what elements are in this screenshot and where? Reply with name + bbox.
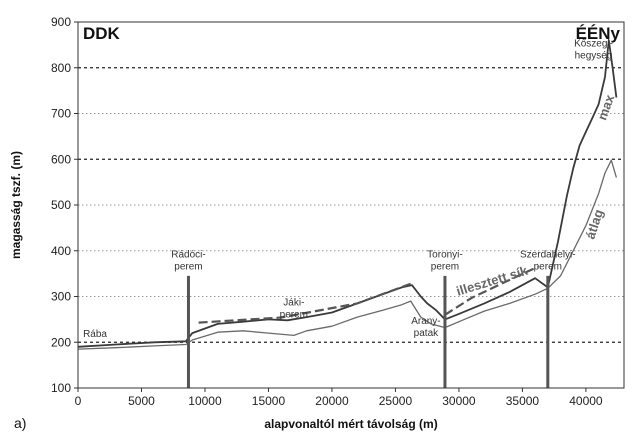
series-lines [77,39,618,350]
series-line-dashed-2 [198,281,414,324]
annotation-label: Jáki- [283,298,304,309]
perem-label: Szerdahelyi- [520,250,576,261]
perem-label: perem [534,262,562,273]
perem-label: perem [174,262,202,273]
corner-label-right: ÉÉNy [576,24,621,43]
y-tick-label: 100 [51,381,71,395]
perem-label: Rádóci- [171,250,205,261]
y-tick-label: 300 [51,290,71,304]
perem-markers [186,275,550,388]
annotation-label: perem [280,310,308,321]
series-label: illesztett sík [454,263,530,299]
series-label: max [594,92,617,122]
series-line-solid-dark-0 [77,39,618,348]
perem-label: Toronyi- [427,250,463,261]
x-tick-label: 35000 [506,394,540,408]
y-tick-label: 800 [51,61,71,75]
gridlines [78,67,624,343]
y-tick-label: 400 [51,244,71,258]
x-tick-label: 0 [75,394,82,408]
panel-label: a) [14,415,26,431]
x-tick-label: 25000 [379,394,413,408]
x-axis-title: alapvonaltól mért távolság (m) [264,417,437,431]
x-tick-label: 5000 [128,394,155,408]
x-tick-label: 20000 [315,394,349,408]
series-line-dashed-3 [444,265,539,316]
y-tick-label: 600 [51,152,71,166]
annotation-label: Arany- [411,316,440,327]
annotation-label: hegység [575,51,613,62]
perem-label: perem [431,262,459,273]
x-axis-ticks: 0 5000 10000 15000 20000 25000 30000 35000 40000 [75,388,603,408]
x-tick-label: 10000 [188,394,222,408]
chart-annotations: Rádóci-peremToronyi-peremSzerdahelyi-per… [83,39,617,340]
y-tick-label: 500 [51,198,71,212]
series-label: átlag [583,207,607,241]
x-tick-label: 15000 [252,394,286,408]
y-tick-label: 200 [51,335,71,349]
y-axis-title: magasság tszf. (m) [9,151,23,259]
y-tick-label: 700 [51,107,71,121]
annotation-label: Kőszegi- [574,39,613,50]
series-line-solid-light-1 [77,159,618,350]
x-tick-label: 30000 [442,394,476,408]
corner-label-left: DDK [83,24,121,43]
annotation-label: patak [414,328,439,339]
y-tick-label: 900 [51,15,71,29]
x-tick-label: 40000 [569,394,603,408]
annotation-label: Rába [83,329,107,340]
y-axis-ticks: 100 200 300 400 500 600 700 800 900 [51,15,78,395]
